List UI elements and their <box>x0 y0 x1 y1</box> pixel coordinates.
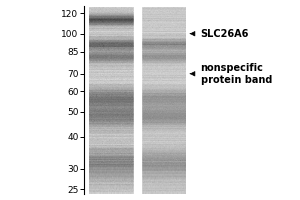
Text: nonspecific
protein band: nonspecific protein band <box>201 63 272 85</box>
Text: SLC26A6: SLC26A6 <box>201 29 249 39</box>
